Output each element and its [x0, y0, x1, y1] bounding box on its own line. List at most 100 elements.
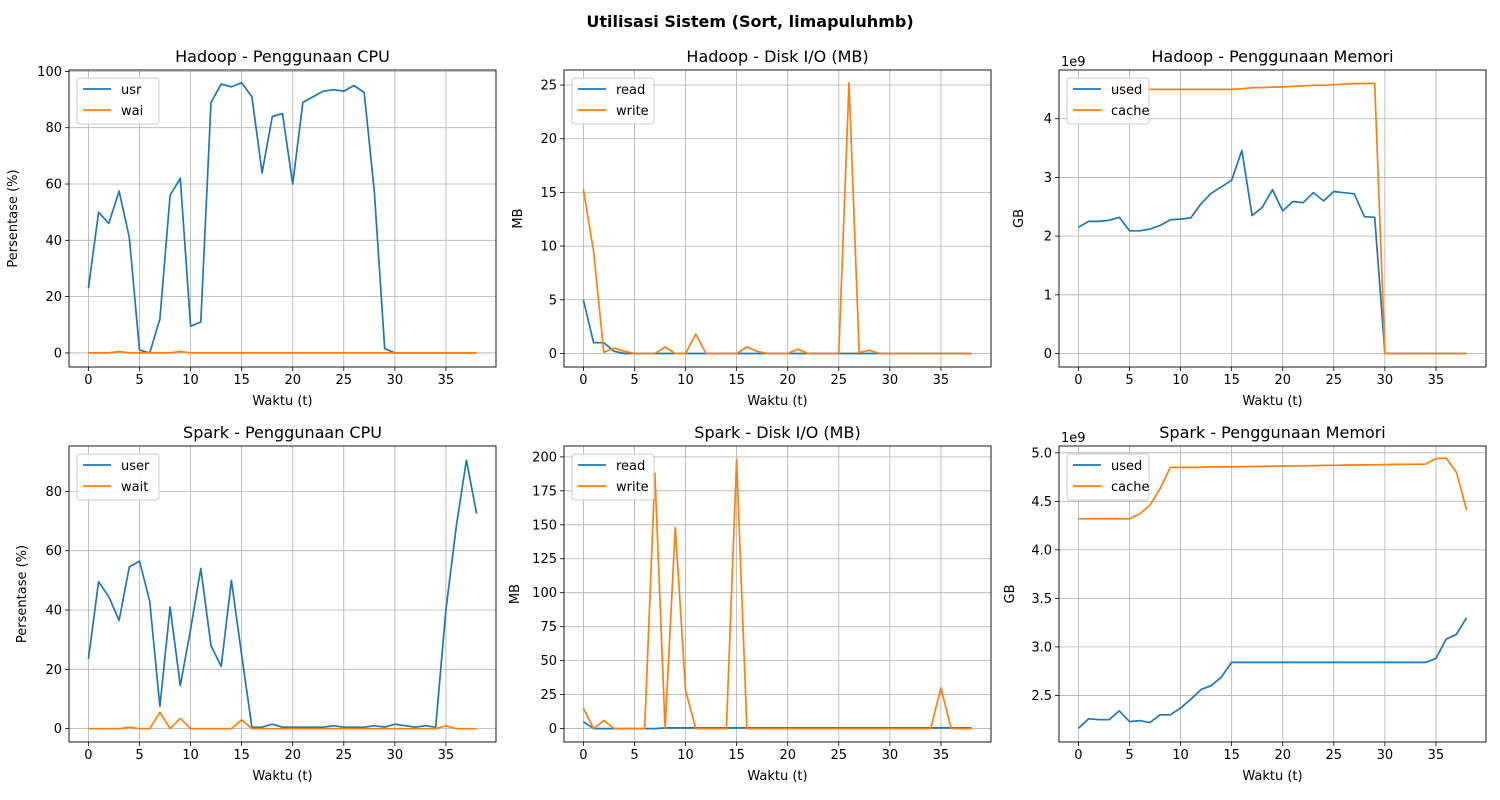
x-tick-label: 25	[1326, 373, 1343, 388]
y-scale-label: 1e9	[1061, 431, 1086, 446]
y-tick-label: 5	[549, 293, 557, 308]
x-tick-label: 35	[438, 748, 455, 763]
y-tick-label: 50	[540, 654, 557, 669]
x-tick-label: 0	[84, 748, 92, 763]
x-axis-label: Waktu (t)	[1242, 394, 1302, 409]
x-tick-label: 15	[1223, 748, 1240, 763]
series-line-used	[1077, 149, 1467, 355]
y-tick-label: 75	[540, 620, 557, 635]
x-tick-label: 35	[933, 373, 950, 388]
legend: usr wai	[76, 77, 160, 125]
y-tick-label: 25	[540, 688, 557, 703]
x-tick-label: 25	[831, 748, 848, 763]
x-tick-label: 15	[728, 373, 745, 388]
x-tick-label: 35	[1428, 373, 1445, 388]
y-scale-label: 1e9	[1061, 55, 1086, 70]
y-axis-label: Persentase (%)	[6, 169, 21, 267]
x-axis-label: Waktu (t)	[252, 394, 312, 409]
chart-panel: 0 5 10 15 20 25 30 35 2.5 3.0 3.5 4.0 4.5 5.0 Spark - …	[1003, 423, 1487, 784]
x-tick-label: 30	[387, 373, 404, 388]
legend-label: used	[1111, 459, 1142, 474]
legend-label: read	[616, 459, 645, 474]
subplot-title: Hadoop - Disk I/O (MB)	[686, 47, 868, 66]
chart-panel: 0 5 10 15 20 25 30 35 0 20 40 60 80 100 Hadoop - Pengg…	[6, 47, 497, 409]
series-line-read	[582, 299, 972, 355]
y-tick-label: 40	[45, 234, 62, 249]
x-tick-label: 20	[779, 373, 796, 388]
y-tick-label: 4.0	[1031, 543, 1052, 558]
y-tick-label: 0	[54, 722, 62, 737]
legend: read write	[571, 453, 655, 501]
x-tick-label: 15	[1223, 373, 1240, 388]
x-tick-label: 30	[387, 748, 404, 763]
x-tick-label: 25	[831, 373, 848, 388]
y-tick-label: 80	[45, 121, 62, 136]
axes-frame	[563, 445, 992, 743]
x-tick-label: 20	[284, 748, 301, 763]
axes-frame	[1058, 69, 1487, 368]
x-tick-label: 15	[233, 373, 250, 388]
y-tick-label: 200	[532, 450, 557, 465]
legend-label: write	[616, 104, 649, 119]
axes-frame	[1058, 445, 1487, 743]
x-tick-label: 20	[779, 748, 796, 763]
y-axis-label: GB	[1012, 209, 1027, 228]
legend-label: usr	[121, 83, 142, 98]
y-tick-label: 150	[532, 518, 557, 533]
subplot-title: Hadoop - Penggunaan CPU	[175, 47, 390, 66]
x-tick-label: 10	[182, 748, 199, 763]
x-axis-label: Waktu (t)	[252, 769, 312, 784]
y-tick-label: 4	[1044, 112, 1052, 127]
y-tick-label: 3.0	[1031, 640, 1052, 655]
y-tick-label: 4.5	[1031, 495, 1052, 510]
x-tick-label: 5	[630, 748, 638, 763]
chart-panel: 0 5 10 15 20 25 30 35 0 25 50 75 100 125 150 175 200 Spar…	[508, 423, 992, 784]
y-tick-label: 175	[532, 484, 557, 499]
y-tick-label: 40	[45, 604, 62, 619]
series-line-write	[582, 458, 972, 730]
y-axis-label: GB	[1003, 585, 1018, 604]
y-tick-label: 100	[532, 586, 557, 601]
series-line-wai	[88, 350, 477, 354]
y-tick-label: 60	[45, 544, 62, 559]
legend-label: wait	[121, 480, 148, 495]
y-tick-label: 5.0	[1031, 446, 1052, 461]
y-tick-label: 0	[54, 346, 62, 361]
y-tick-label: 25	[540, 79, 557, 94]
legend: read write	[571, 77, 655, 125]
y-tick-label: 1	[1044, 288, 1052, 303]
x-tick-label: 10	[182, 373, 199, 388]
x-tick-label: 30	[1377, 748, 1394, 763]
x-tick-label: 30	[882, 748, 899, 763]
axes-frame	[68, 69, 497, 368]
x-tick-label: 5	[135, 748, 143, 763]
x-tick-label: 10	[677, 373, 694, 388]
y-axis-label: Persentase (%)	[15, 545, 30, 643]
x-tick-label: 10	[677, 748, 694, 763]
x-tick-label: 20	[1274, 748, 1291, 763]
x-tick-label: 10	[1172, 373, 1189, 388]
legend-label: user	[121, 459, 150, 474]
y-tick-label: 0	[1044, 347, 1052, 362]
x-tick-label: 0	[1074, 373, 1082, 388]
x-tick-label: 15	[728, 748, 745, 763]
x-tick-label: 0	[579, 373, 587, 388]
x-tick-label: 0	[84, 373, 92, 388]
series-line-read	[582, 721, 972, 730]
y-tick-label: 0	[549, 347, 557, 362]
x-axis-label: Waktu (t)	[747, 769, 807, 784]
legend-label: cache	[1111, 480, 1150, 495]
legend: used cache	[1066, 453, 1150, 501]
x-tick-label: 5	[630, 373, 638, 388]
y-tick-label: 15	[540, 186, 557, 201]
series-line-used	[1077, 617, 1468, 730]
y-tick-label: 20	[540, 132, 557, 147]
axes-frame	[563, 69, 992, 368]
legend: user wait	[76, 453, 160, 501]
subplot-title: Spark - Penggunaan Memori	[1159, 423, 1385, 442]
x-tick-label: 35	[438, 373, 455, 388]
chart-panel: 0 5 10 15 20 25 30 35 0 20 40 60 80 Spark - Penggunaa…	[15, 423, 497, 784]
subplot-title: Spark - Penggunaan CPU	[183, 423, 382, 442]
x-tick-label: 0	[579, 748, 587, 763]
series-line-wait	[88, 711, 477, 730]
